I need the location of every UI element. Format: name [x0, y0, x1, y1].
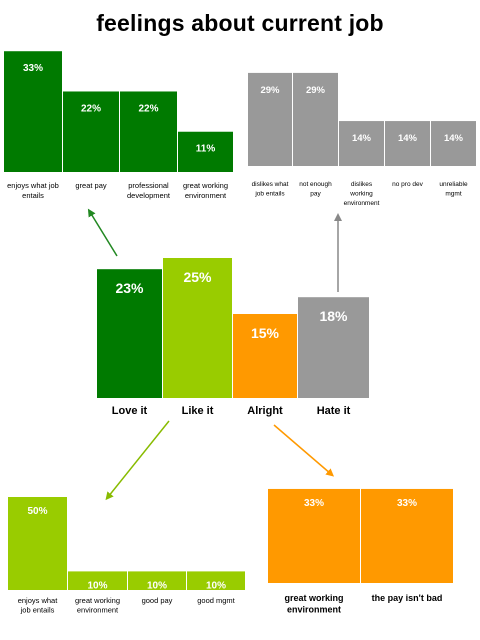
category-label: good pay — [142, 596, 173, 605]
bar-value-label: 29% — [260, 85, 280, 96]
main-bar — [298, 297, 369, 398]
category-label: great working environment — [183, 181, 228, 200]
bar-value-label: 22% — [138, 103, 158, 114]
main-bar — [233, 314, 297, 398]
category-label: the pay isn't bad — [372, 593, 443, 603]
bar-value-label: 50% — [27, 506, 47, 517]
arrow-love-to-reasons — [87, 208, 118, 257]
category-label: Love it — [112, 405, 148, 417]
bar-value-label: 10% — [147, 580, 167, 591]
category-label: professional development — [127, 181, 171, 200]
like-it-reasons-chart: 50% enjoys what job entails 10% great workin… — [8, 497, 245, 615]
bar-value-label: 33% — [23, 63, 43, 74]
hate-reasons-bar — [385, 121, 430, 166]
category-label: Hate it — [317, 405, 351, 417]
category-label: enjoys what job entails — [18, 596, 59, 615]
bar-value-label: 29% — [306, 85, 326, 96]
alright-reasons-bar — [268, 488, 360, 583]
category-label: dislikes working environment — [344, 181, 380, 207]
arrow-alright-to-reasons — [273, 424, 335, 477]
category-label: no pro dev — [392, 181, 423, 188]
hate-reasons-bar — [293, 72, 338, 166]
love-reasons-bar — [4, 51, 62, 172]
main-feelings-chart: 23% Love it 25% Like it 15% Alright 18% Hate it — [97, 258, 369, 417]
bar-value-label: 22% — [81, 103, 101, 114]
like-reasons-bar — [8, 497, 67, 590]
category-label: great working environment — [75, 596, 120, 615]
page-title: feelings about current job — [96, 10, 384, 36]
arrow-like-to-reasons — [105, 420, 170, 501]
alright-reasons-chart: 33% great working environment 33% the pay is… — [268, 488, 453, 615]
bar-value-label: 23% — [115, 280, 144, 296]
category-label: great working environment — [284, 593, 343, 615]
alright-reasons-bar — [361, 488, 453, 583]
bar-value-label: 14% — [352, 133, 372, 144]
bar-value-label: 18% — [319, 308, 348, 324]
category-label: Alright — [247, 405, 283, 417]
love-reasons-bar — [120, 91, 177, 172]
hate-reasons-bar — [339, 121, 384, 166]
bar-value-label: 11% — [196, 144, 216, 155]
hate-reasons-bar — [431, 121, 476, 166]
bar-value-label: 14% — [398, 133, 418, 144]
main-bar — [163, 258, 232, 398]
bar-value-label: 10% — [206, 580, 226, 591]
main-bar — [97, 269, 162, 398]
bar-value-label: 33% — [397, 498, 417, 509]
bar-value-label: 33% — [304, 498, 324, 509]
bar-value-label: 14% — [444, 133, 464, 144]
category-label: great pay — [75, 181, 107, 190]
category-label: Like it — [182, 405, 214, 417]
category-label: unreliable mgmt — [439, 181, 468, 198]
like-reasons-bar — [68, 571, 127, 590]
love-it-reasons-chart: 33% enjoys what job entails 22% great pay 22%… — [4, 51, 233, 200]
category-label: not enough pay — [299, 181, 332, 198]
hate-reasons-bar — [248, 72, 292, 166]
hate-it-reasons-chart: 29% dislikes what job entails 29% not enough… — [248, 72, 476, 207]
category-label: good mgmt — [197, 596, 235, 605]
like-reasons-bar — [187, 571, 245, 590]
love-reasons-bar — [63, 91, 119, 172]
love-reasons-bar — [178, 131, 233, 172]
category-label: dislikes what job entails — [252, 181, 289, 198]
bar-value-label: 15% — [251, 325, 280, 341]
like-reasons-bar — [128, 571, 186, 590]
bar-value-label: 10% — [87, 580, 107, 591]
bar-value-label: 25% — [183, 269, 212, 285]
category-label: enjoys what job entails — [7, 181, 59, 200]
